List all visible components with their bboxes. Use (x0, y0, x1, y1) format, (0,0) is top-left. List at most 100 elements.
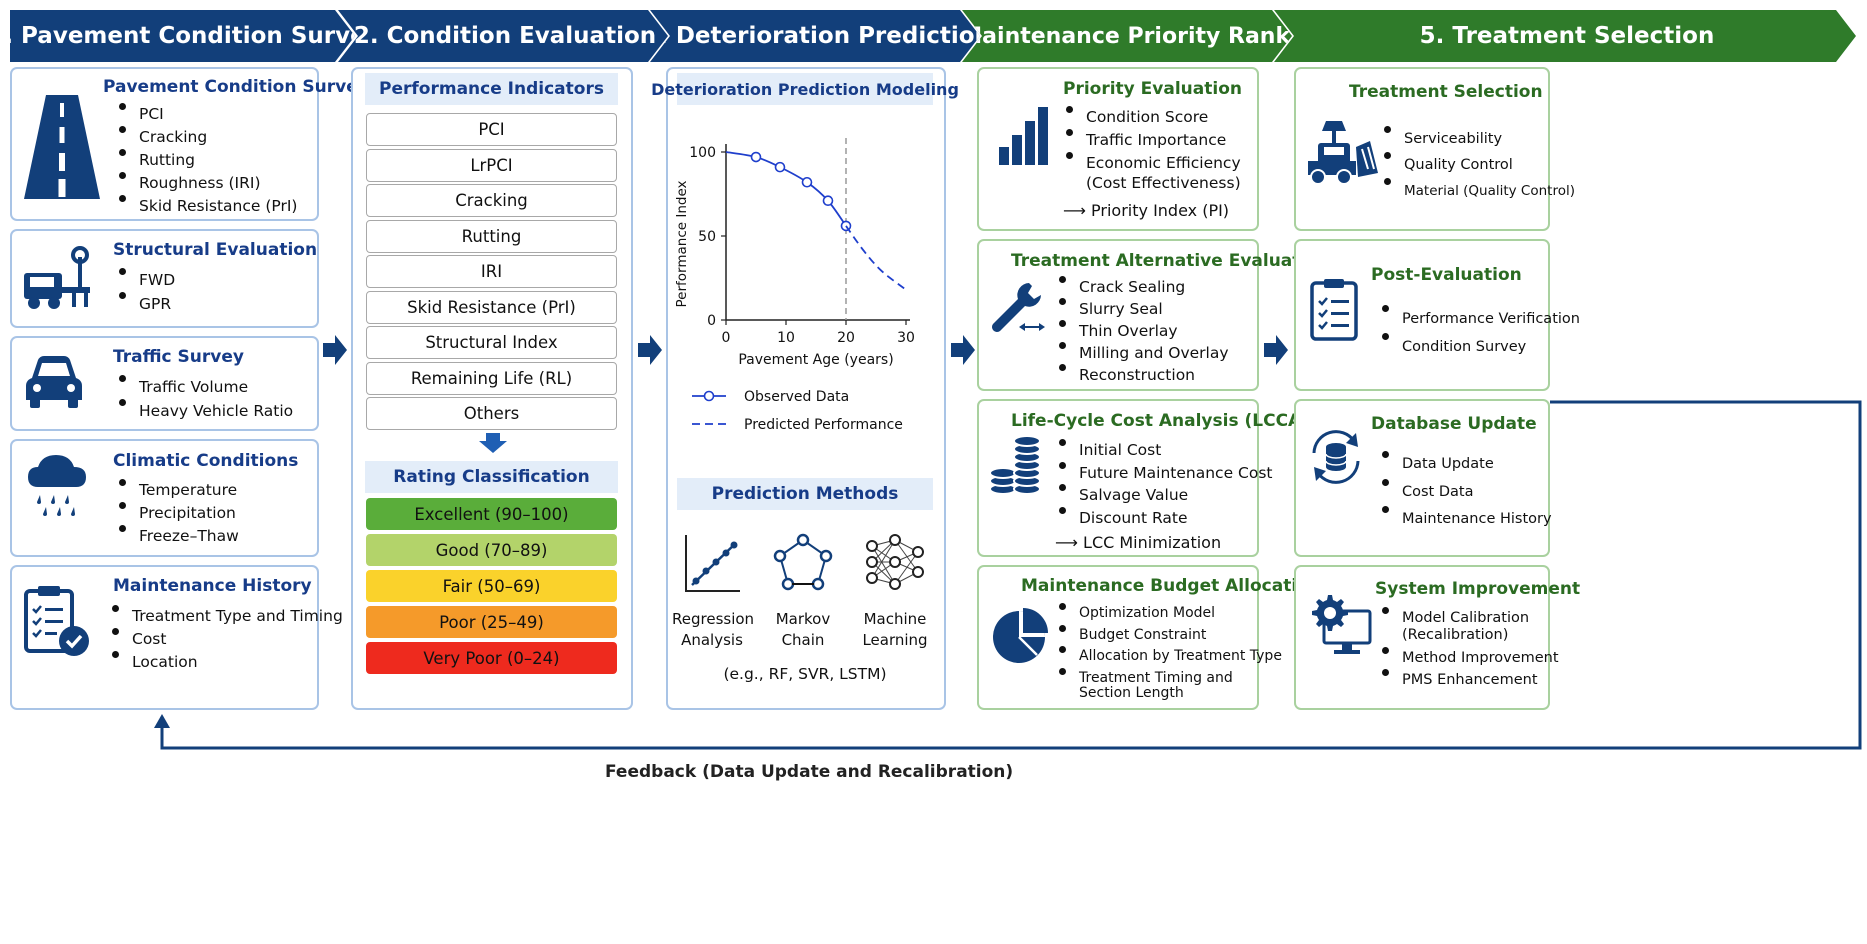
card-post-evaluation: Post-Evaluation Performance Verification… (1294, 239, 1580, 391)
list-item: Model Calibration (1378, 607, 1559, 629)
list-item: Heavy Vehicle Ratio (115, 399, 293, 423)
legend-label-observed: Observed Data (744, 389, 849, 405)
step-label: 3. Deterioration Prediction (643, 23, 991, 49)
step-header-2: 2. Condition Evaluation (338, 10, 668, 62)
chart-legend: Observed Data Predicted Performance (692, 389, 903, 433)
indicator-item: IRI (366, 255, 617, 288)
card-list: Traffic Volume Heavy Vehicle Ratio (115, 375, 293, 423)
list-item: Cracking (115, 126, 297, 149)
markov-chain-icon (773, 533, 833, 591)
list-item: Salvage Value (1055, 484, 1273, 507)
y-tick-label: 100 (689, 145, 716, 161)
card-list: Condition Score Traffic Importance Econo… (1062, 106, 1241, 175)
card-list: Model Calibration Method Improvement PMS… (1378, 607, 1559, 691)
list-item: Cost (108, 628, 343, 651)
legend-label-predicted: Predicted Performance (744, 417, 903, 433)
card-treatment-selection: Treatment Selection Serviceability Quali… (1294, 67, 1575, 231)
card-title: Traffic Survey (113, 347, 244, 367)
flow-arrow-right (638, 335, 662, 365)
indicator-item: LrPCI (366, 148, 617, 182)
performance-indicators-header: Performance Indicators (365, 73, 618, 105)
card-title: Maintenance Budget Allocation (1021, 576, 1321, 596)
list-item: PMS Enhancement (1378, 669, 1559, 691)
down-arrow (479, 433, 507, 453)
card-budget-allocation: Maintenance Budget Allocation Optimizati… (977, 565, 1321, 710)
card-list: Crack Sealing Slurry Seal Thin Overlay M… (1055, 276, 1229, 386)
indicator-item: Structural Index (366, 326, 617, 359)
arrow-right-icon: ⟶ (1063, 201, 1086, 220)
list-item: Optimization Model (1055, 603, 1282, 625)
flow-arrow-right (951, 335, 975, 365)
card-title: Structural Evaluation (113, 240, 318, 260)
prediction-methods-header: Prediction Methods (677, 478, 933, 510)
indicator-item: PCI (366, 113, 617, 146)
x-tick-label: 20 (837, 330, 855, 346)
card-lcca: Life-Cycle Cost Analysis (LCCA) Initial … (977, 399, 1309, 557)
pie-chart-icon (993, 608, 1048, 663)
list-item: Method Improvement (1378, 647, 1559, 669)
chart-axes: 0 10 20 30 0 50 100 Pavement Age (years) Perform… (674, 144, 915, 368)
rain-cloud-icon (28, 455, 86, 516)
card-list: Treatment Type and Timing Cost Location (108, 605, 343, 674)
list-item: Rutting (115, 149, 297, 172)
card-traffic-survey: Traffic Survey Traffic Volume Heavy Vehi… (10, 336, 319, 431)
y-tick-label: 50 (698, 229, 716, 245)
x-axis-label: Pavement Age (years) (738, 352, 893, 368)
card-list: Data Update Cost Data Maintenance Histor… (1378, 451, 1552, 534)
checklist-icon (1310, 279, 1358, 341)
step-label: 5. Treatment Selection (1419, 23, 1715, 49)
list-item: Initial Cost (1055, 439, 1273, 462)
card-climatic-conditions: Climatic Conditions Temperature Precipit… (10, 439, 319, 557)
bar-chart-icon (999, 107, 1048, 165)
indicator-item: Remaining Life (RL) (366, 361, 617, 395)
neural-network-icon (866, 534, 924, 590)
priority-result: ⟶ Priority Index (PI) (1063, 201, 1229, 220)
data-point (822, 195, 834, 207)
list-item: Budget Constraint (1055, 624, 1282, 647)
list-item: Maintenance History (1378, 506, 1552, 534)
list-item: Future Maintenance Cost (1055, 461, 1273, 485)
card-list: FWD GPR (115, 268, 175, 316)
list-item: Allocation by Treatment Type (1055, 646, 1282, 668)
card-list: Initial Cost Future Maintenance Cost Sal… (1055, 439, 1273, 529)
indicator-item: Skid Resistance (PrI) (366, 290, 617, 324)
card-pavement-survey: Pavement Condition Survey PCI Cracking R… (10, 67, 369, 221)
card-title: Priority Evaluation (1063, 79, 1242, 99)
list-item: Temperature (115, 479, 239, 502)
arrow-right-icon: ⟶ (1055, 533, 1078, 552)
step-header-3: 3. Deterioration Prediction (650, 10, 980, 62)
step-header-5: 5. Treatment Selection (1274, 10, 1856, 62)
card-system-improvement: System Improvement Model Calibration Met… (1294, 565, 1580, 710)
modeling-header: Deterioration Prediction Modeling (651, 73, 959, 105)
card-title: Life-Cycle Cost Analysis (LCCA) (1011, 411, 1309, 431)
card-structural-evaluation: Structural Evaluation FWD GPR (10, 229, 319, 328)
list-item: Condition Survey (1378, 333, 1580, 361)
survey-vehicle-icon (24, 246, 90, 309)
list-item: Traffic Importance (1062, 129, 1241, 152)
step-label: 4. Maintenance Priority Ranking (928, 23, 1330, 49)
card-title: Database Update (1371, 414, 1537, 434)
list-item: PCI (115, 103, 297, 126)
x-tick-label: 10 (777, 330, 795, 346)
list-item: Material (Quality Control) (1380, 178, 1575, 204)
step-label: 2. Condition Evaluation (353, 23, 657, 49)
list-item: Crack Sealing (1055, 276, 1229, 298)
indicator-item: Cracking (366, 184, 617, 217)
card-list: Performance Verification Condition Surve… (1378, 305, 1580, 361)
list-item: Thin Overlay (1055, 320, 1229, 342)
list-item: Performance Verification (1378, 305, 1580, 333)
x-tick-label: 30 (897, 330, 915, 346)
result-label: LCC Minimization (1083, 533, 1222, 552)
card-list: Optimization Model Budget Constraint All… (1055, 603, 1282, 689)
step-label: 1. Pavement Condition Survey (0, 23, 381, 49)
y-axis-label: Performance Index (674, 180, 690, 307)
clipboard-check-icon (24, 586, 89, 656)
card-list: Serviceability Quality Control Material … (1380, 126, 1575, 204)
card-title: Treatment Alternative Evaluation (1011, 251, 1331, 271)
flow-arrow-right (1264, 335, 1288, 365)
regression-icon (685, 535, 740, 592)
list-item: GPR (115, 292, 175, 316)
step-header-1: 1. Pavement Condition Survey (10, 10, 355, 62)
list-item-continuation: (Cost Effectiveness) (1086, 174, 1241, 192)
